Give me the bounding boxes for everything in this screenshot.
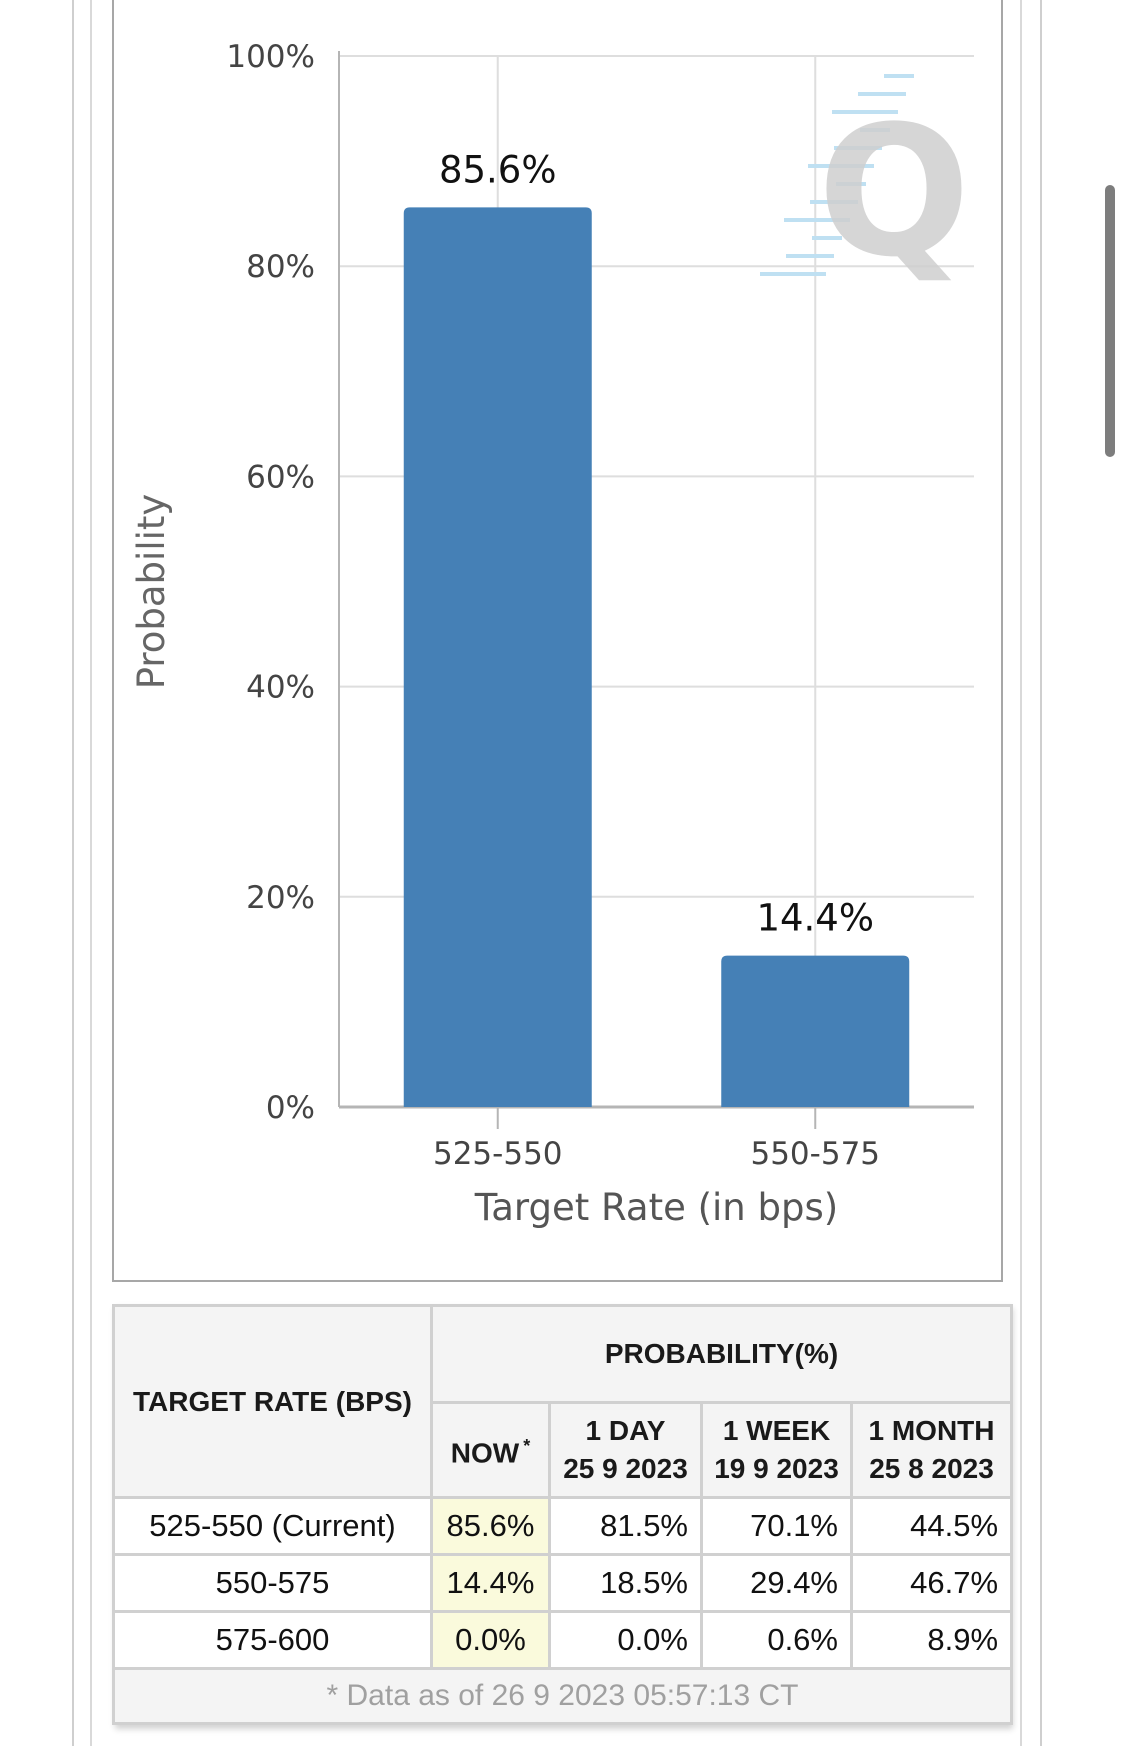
- inner-frame-right: [1020, 0, 1022, 1746]
- probability-table: TARGET RATE (BPS) PROBABILITY(%) NOW * 1 …: [111, 1304, 1014, 1725]
- watermark-logo: Q: [760, 74, 971, 297]
- cell-1-day: 0.0%: [548, 1610, 703, 1670]
- x-tick-label: 525-550: [433, 1136, 563, 1172]
- cell-1-week: 0.6%: [700, 1610, 853, 1670]
- outer-frame-left: [72, 0, 74, 1746]
- cell-rate: 575-600: [112, 1610, 433, 1670]
- y-tick-label: 40%: [246, 670, 315, 706]
- x-tick-label: 550-575: [750, 1136, 880, 1172]
- table-row: 525-550 (Current) 85.6% 81.5% 70.1% 44.5…: [112, 1496, 1014, 1556]
- probability-table-container: TARGET RATE (BPS) PROBABILITY(%) NOW * 1 …: [111, 1304, 1014, 1725]
- data-timestamp-footnote: * Data as of 26 9 2023 05:57:13 CT: [111, 1667, 1014, 1725]
- table-row: 550-575 14.4% 18.5% 29.4% 46.7%: [112, 1553, 1014, 1613]
- cell-1-week: 70.1%: [700, 1496, 853, 1556]
- cell-1-day: 18.5%: [548, 1553, 703, 1613]
- y-tick-label: 20%: [246, 880, 315, 916]
- cell-1-day: 81.5%: [548, 1496, 703, 1556]
- y-tick-label: 100%: [226, 39, 315, 75]
- scrollbar[interactable]: [1105, 185, 1115, 457]
- x-axis-title: Target Rate (in bps): [474, 1186, 838, 1229]
- cell-rate: 550-575: [112, 1553, 433, 1613]
- cell-now: 85.6%: [430, 1496, 551, 1556]
- chart-panel: 0% 20% 40% 60% 80% 100% Q 85.6% 525-550 14.4% 550-…: [112, 0, 1003, 1282]
- bar-data-label: 14.4%: [756, 897, 874, 940]
- y-tick-label: 80%: [246, 249, 315, 285]
- y-tick-label: 0%: [266, 1090, 315, 1126]
- header-1-month: 1 MONTH 25 8 2023: [849, 1401, 1014, 1499]
- bar-data-label: 85.6%: [439, 148, 557, 191]
- svg-text:Q: Q: [817, 88, 970, 297]
- cell-now: 0.0%: [430, 1610, 551, 1670]
- inner-frame-left: [90, 0, 92, 1746]
- cell-rate: 525-550 (Current): [112, 1496, 433, 1556]
- y-axis-title: Probability: [130, 494, 173, 690]
- header-now: NOW *: [430, 1401, 551, 1499]
- bar-525-550: [403, 207, 592, 1107]
- cell-1-month: 46.7%: [849, 1553, 1014, 1613]
- cell-1-month: 8.9%: [849, 1610, 1014, 1670]
- header-probability: PROBABILITY(%): [429, 1304, 1014, 1404]
- bar-550-575: [721, 955, 910, 1107]
- header-1-day: 1 DAY 25 9 2023: [548, 1401, 703, 1499]
- y-tick-label: 60%: [246, 459, 315, 495]
- cell-1-week: 29.4%: [700, 1553, 853, 1613]
- header-target-rate: TARGET RATE (BPS): [112, 1304, 433, 1499]
- cell-now: 14.4%: [430, 1553, 551, 1613]
- header-1-week: 1 WEEK 19 9 2023: [700, 1401, 853, 1499]
- cell-1-month: 44.5%: [849, 1496, 1014, 1556]
- table-row: 575-600 0.0% 0.0% 0.6% 8.9%: [112, 1610, 1014, 1670]
- probability-chart: 0% 20% 40% 60% 80% 100% Q 85.6% 525-550 14.4% 550-…: [130, 39, 974, 1229]
- outer-frame-right: [1040, 0, 1042, 1746]
